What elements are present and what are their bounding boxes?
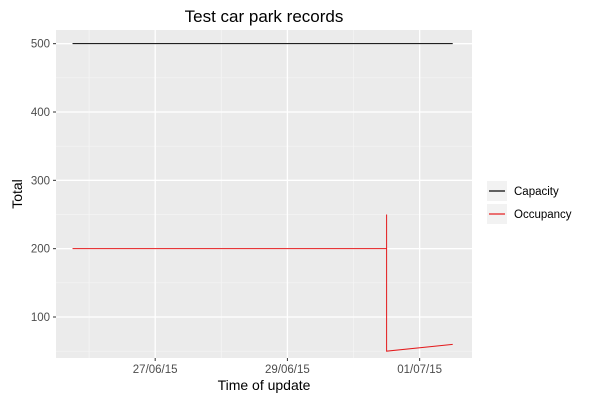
x-tick-label: 27/06/15 <box>133 364 178 376</box>
series-lines <box>72 43 453 352</box>
y-tick-label: 100 <box>31 312 50 324</box>
x-tick-label: 01/07/15 <box>397 364 442 376</box>
chart-title: Test car park records <box>185 7 344 26</box>
y-tick-label: 300 <box>31 175 50 187</box>
x-tick-label: 29/06/15 <box>265 364 310 376</box>
y-axis: 100 200 300 400 500 <box>31 39 56 324</box>
legend-label-capacity: Capacity <box>514 186 559 198</box>
legend: Capacity Occupancy <box>487 181 572 224</box>
legend-label-occupancy: Occupancy <box>514 209 572 221</box>
y-tick-label: 200 <box>31 244 50 256</box>
y-axis-title: Total <box>9 179 25 209</box>
plot-panel <box>56 30 472 358</box>
y-tick-label: 500 <box>31 39 50 51</box>
y-tick-label: 400 <box>31 107 50 119</box>
x-axis-title: Time of update <box>218 377 311 393</box>
series-line-occupancy <box>72 214 453 352</box>
minor-gridlines <box>56 30 472 358</box>
x-axis: 27/06/15 29/06/15 01/07/15 <box>133 358 442 376</box>
